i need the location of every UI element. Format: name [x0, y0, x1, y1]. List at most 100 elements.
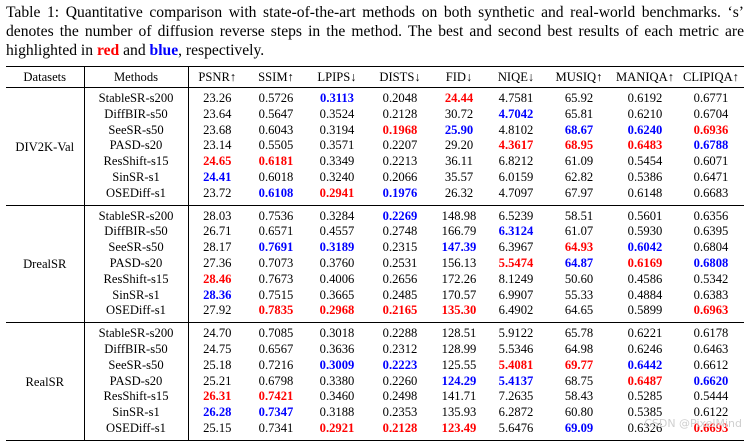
metric-cell: 0.6246 — [627, 341, 663, 356]
header-niqe: NIQE↓ — [486, 66, 546, 88]
metric-cell: 28.17 — [203, 240, 232, 255]
metric-cell: 68.95 — [564, 138, 594, 153]
table-row: ResShift-s15 26.31 0.7421 0.3460 0.2498 141.7… — [6, 389, 744, 406]
table-row: SinSR-s1 28.36 0.7515 0.3665 0.2485 170.57 6.9… — [6, 287, 744, 304]
metric-cell: 166.79 — [441, 224, 477, 239]
metric-cell: 0.6042 — [627, 240, 663, 255]
table-row: DiffBIR-s50 23.64 0.5647 0.3524 0.2128 30.72 4… — [6, 106, 744, 123]
metric-cell: 0.3113 — [320, 91, 354, 105]
method-name: SinSR-s1 — [84, 405, 189, 421]
metric-cell: 128.51 — [441, 326, 477, 341]
metric-cell: 69.77 — [564, 357, 594, 372]
metric-cell: 6.0159 — [498, 169, 534, 184]
metric-cell: 0.6487 — [627, 373, 663, 388]
metric-cell: 0.3760 — [319, 255, 355, 270]
metric-cell: 23.14 — [203, 138, 232, 153]
metric-cell: 60.80 — [564, 405, 594, 420]
metric-cell: 0.6620 — [693, 373, 729, 388]
metric-cell: 58.51 — [564, 208, 594, 223]
metric-cell: 0.2288 — [382, 326, 418, 341]
metric-cell: 0.2128 — [368, 420, 432, 441]
method-name: SeeSR-s50 — [84, 240, 189, 256]
metric-cell: 0.7347 — [258, 405, 294, 420]
metric-cell: 5.9122 — [498, 326, 534, 341]
metric-cell: 24.75 — [203, 341, 232, 356]
metric-cell: 0.6356 — [693, 208, 729, 223]
metric-cell: 0.2485 — [382, 287, 418, 302]
caption-red-word: red — [96, 42, 120, 59]
metric-cell: 6.9907 — [498, 287, 534, 302]
metric-cell: 30.72 — [444, 106, 474, 121]
metric-cell: 0.2165 — [368, 303, 432, 324]
metric-cell: 0.7085 — [258, 326, 294, 341]
table-row: DiffBIR-s50 24.75 0.6567 0.3636 0.2312 128.99… — [6, 341, 744, 358]
method-name: DiffBIR-s50 — [84, 341, 189, 358]
method-name: PASD-s20 — [84, 255, 189, 272]
metric-cell: 7.2635 — [498, 389, 534, 404]
metric-cell: 28.36 — [203, 287, 232, 302]
header-clipiqa: CLIPIQA↑ — [678, 66, 744, 88]
metric-cell: 0.6122 — [693, 405, 729, 420]
metric-cell: 124.29 — [441, 373, 477, 388]
table-row: DrealSR StableSR-s200 28.03 0.7536 0.3284 0.2… — [6, 205, 744, 324]
metric-cell: 0.6771 — [693, 91, 729, 105]
header-methods: Methods — [84, 66, 189, 88]
table-row: SeeSR-s50 28.17 0.7691 0.3189 0.2315 147.39 6.… — [6, 240, 744, 256]
metric-cell: 0.3524 — [319, 106, 355, 121]
method-name: DiffBIR-s50 — [84, 224, 189, 241]
metric-cell: 0.7073 — [258, 255, 294, 270]
metric-cell: 5.6476 — [486, 420, 546, 441]
metric-cell: 0.6210 — [627, 106, 663, 121]
metric-cell: 0.2260 — [382, 373, 418, 388]
metric-cell: 156.13 — [441, 255, 477, 270]
caption-connector: and — [119, 42, 150, 59]
metric-cell: 29.20 — [444, 138, 474, 153]
metric-cell: 0.5444 — [693, 389, 729, 404]
metric-cell: 4.8102 — [498, 122, 534, 137]
metric-cell: 25.18 — [203, 357, 232, 372]
table-row: SeeSR-s50 25.18 0.7216 0.3009 0.2223 125.55 5.… — [6, 357, 744, 374]
caption-blue-word: blue — [149, 42, 179, 59]
metric-cell: 0.5647 — [258, 106, 294, 121]
metric-cell: 23.72 — [188, 185, 246, 206]
metric-cell: 65.92 — [564, 91, 594, 105]
metric-cell: 0.3571 — [319, 138, 355, 153]
metric-cell: 0.6071 — [693, 154, 729, 169]
metric-cell: 0.2941 — [306, 185, 368, 206]
method-name: StableSR-s200 — [84, 87, 189, 107]
table-caption: Table 1: Quantitative comparison with st… — [6, 3, 744, 60]
metric-cell: 0.5385 — [627, 405, 663, 420]
method-name: SeeSR-s50 — [84, 122, 189, 139]
method-name: SeeSR-s50 — [84, 357, 189, 374]
metric-cell: 6.3967 — [498, 240, 534, 255]
metric-cell: 6.2872 — [498, 405, 534, 420]
header-dists: DISTS↓ — [368, 66, 432, 88]
metric-cell: 0.3665 — [319, 287, 355, 302]
method-name: OSEDiff-s1 — [84, 303, 189, 324]
metric-cell: 64.87 — [564, 255, 594, 270]
metric-cell: 58.43 — [564, 389, 594, 404]
header-row: Datasets Methods PSNR↑ SSIM↑ LPIPS↓ DIST… — [6, 66, 744, 88]
metric-cell: 24.44 — [444, 91, 474, 105]
metric-cell: 148.98 — [441, 208, 477, 223]
metric-cell: 0.6808 — [693, 255, 729, 270]
watermark: CSDN @PixelMind — [644, 417, 742, 430]
metric-cell: 0.3018 — [319, 326, 355, 341]
metric-cell: 0.6018 — [258, 169, 294, 184]
metric-cell: 0.6788 — [693, 138, 729, 153]
metric-cell: 8.1249 — [498, 271, 534, 286]
table-row: DIV2K-Val StableSR-s200 23.26 0.5726 0.3113 0… — [6, 87, 744, 206]
metric-cell: 6.8212 — [498, 154, 534, 169]
metric-cell: 0.6181 — [258, 154, 294, 169]
method-name: DiffBIR-s50 — [84, 106, 189, 123]
metric-cell: 6.4902 — [486, 303, 546, 324]
method-name: ResShift-s15 — [84, 389, 189, 406]
metric-cell: 0.1968 — [382, 122, 418, 137]
table-header: Datasets Methods PSNR↑ SSIM↑ LPIPS↓ DIST… — [6, 66, 744, 88]
metric-cell: 0.3009 — [319, 357, 355, 372]
metric-cell: 0.3194 — [319, 122, 355, 137]
metric-cell: 0.6571 — [258, 224, 294, 239]
table-row: OSEDiff-s1 25.15 0.7341 0.2921 0.2128 123.49 5… — [6, 420, 744, 441]
metric-cell: 0.2353 — [382, 405, 418, 420]
metric-cell: 0.3189 — [319, 240, 355, 255]
